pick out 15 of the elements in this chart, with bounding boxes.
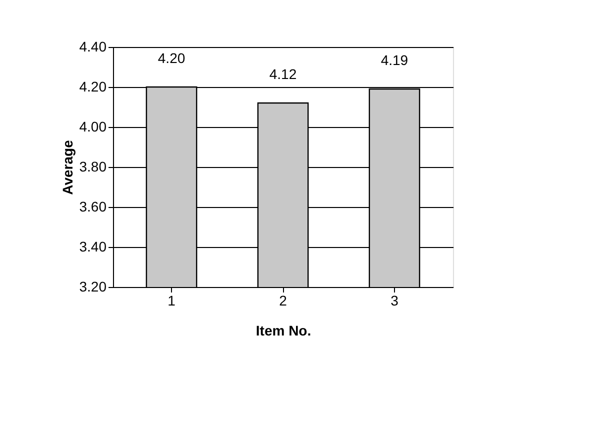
y-tick-label: 3.60 xyxy=(79,198,107,214)
y-axis-title: Average xyxy=(59,140,76,195)
y-tick-label: 3.80 xyxy=(79,158,107,174)
x-tick-label: 2 xyxy=(279,292,288,308)
y-tick-label: 4.40 xyxy=(79,38,107,54)
data-label: 4.19 xyxy=(380,52,408,68)
data-label: 4.12 xyxy=(269,66,297,82)
y-tick-label: 3.40 xyxy=(79,238,107,254)
data-label: 4.20 xyxy=(158,50,186,66)
y-tick-label: 4.20 xyxy=(79,78,107,94)
x-axis-title: Item No. xyxy=(256,322,312,338)
y-tick-label: 4.00 xyxy=(79,118,107,134)
x-tick-label: 3 xyxy=(390,292,399,308)
x-tick-label: 1 xyxy=(168,292,176,308)
y-tick-label: 3.20 xyxy=(79,278,107,294)
